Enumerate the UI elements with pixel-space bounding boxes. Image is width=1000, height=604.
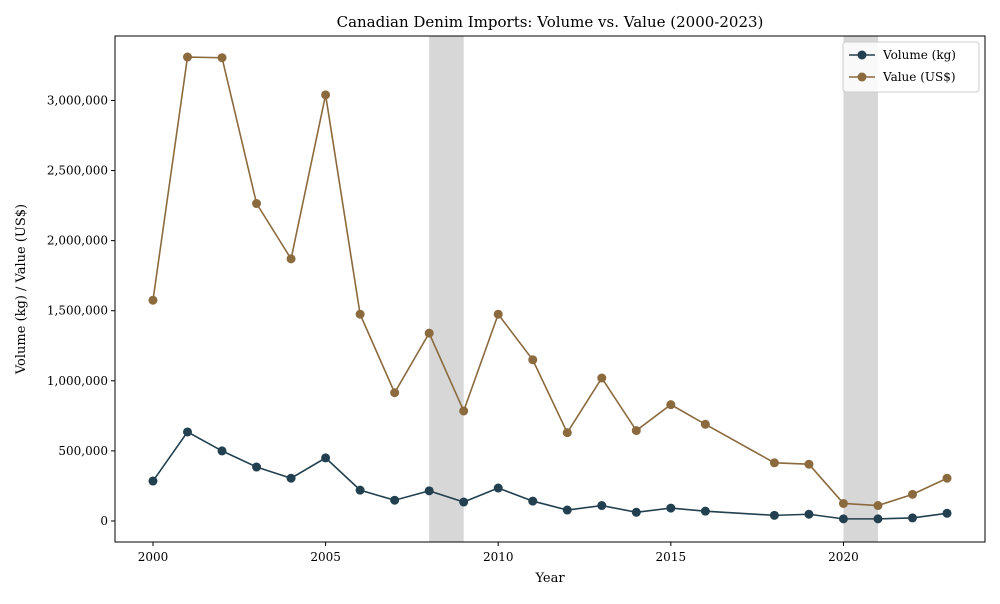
legend-box xyxy=(842,41,980,93)
data-point xyxy=(597,373,607,383)
series-line-1 xyxy=(152,56,948,507)
data-point xyxy=(700,419,710,429)
data-point xyxy=(183,52,192,62)
data-point xyxy=(666,400,676,410)
legend-label: Volume (kg) xyxy=(882,48,956,62)
data-point xyxy=(908,489,917,499)
data-point xyxy=(769,510,779,520)
data-point xyxy=(252,198,262,208)
y-tick-label: 2,000,000 xyxy=(47,234,108,248)
data-point xyxy=(355,309,365,319)
data-point xyxy=(148,476,158,486)
data-point xyxy=(252,462,262,472)
x-axis-ticks: 2000 2005 2010 2015 2020 xyxy=(138,542,859,564)
data-point xyxy=(493,483,503,493)
data-point xyxy=(217,53,227,63)
y-tick-label: 3,000,000 xyxy=(47,93,108,107)
y-tick-label: 500,000 xyxy=(58,444,108,458)
data-point xyxy=(390,495,400,505)
data-point xyxy=(631,507,641,517)
data-point xyxy=(562,505,572,515)
data-point xyxy=(424,328,434,338)
data-point xyxy=(528,496,538,506)
data-point xyxy=(942,473,952,483)
legend-marker xyxy=(857,50,867,60)
data-point xyxy=(804,459,814,469)
data-point xyxy=(873,514,883,524)
data-point xyxy=(459,497,469,507)
plot-frame xyxy=(114,35,986,543)
data-point xyxy=(217,446,227,456)
shaded-period-1 xyxy=(843,36,878,542)
data-point xyxy=(666,503,676,513)
x-tick-label: 2020 xyxy=(828,550,859,564)
y-tick-label: 0 xyxy=(100,514,108,528)
data-point xyxy=(321,453,331,463)
series-layer xyxy=(148,52,952,524)
data-point xyxy=(183,427,192,437)
data-point xyxy=(942,508,952,518)
x-tick-label: 2015 xyxy=(656,550,687,564)
y-axis-ticks: 0 500,000 1,000,000 1,500,000 2,000,000 2,500… xyxy=(47,93,115,528)
data-point xyxy=(700,506,710,516)
legend-item: Volume (kg) xyxy=(849,48,956,62)
series-1 xyxy=(148,52,952,511)
data-point xyxy=(562,428,572,438)
data-point xyxy=(838,498,848,508)
x-tick-label: 2005 xyxy=(310,550,341,564)
data-point xyxy=(769,458,779,468)
data-point xyxy=(804,509,814,519)
legend-label: Value (US$) xyxy=(882,70,956,84)
series-0 xyxy=(148,427,952,524)
data-point xyxy=(873,501,883,511)
data-point xyxy=(355,485,365,495)
shaded-period-0 xyxy=(429,36,464,542)
data-point xyxy=(597,501,607,511)
x-axis-label: Year xyxy=(534,571,565,586)
y-axis-label: Volume (kg) / Value (US$) xyxy=(14,204,29,375)
data-point xyxy=(631,426,641,436)
data-point xyxy=(459,406,469,416)
data-point xyxy=(424,486,434,496)
legend: Volume (kg) Value (US$) xyxy=(842,41,980,93)
data-point xyxy=(528,355,538,365)
data-point xyxy=(148,295,158,305)
legend-marker xyxy=(857,72,867,82)
legend-item: Value (US$) xyxy=(849,70,956,84)
series-line-0 xyxy=(152,430,948,520)
y-tick-label: 1,500,000 xyxy=(47,304,108,318)
shaded-periods xyxy=(429,36,878,542)
x-tick-label: 2010 xyxy=(483,550,514,564)
data-point xyxy=(286,473,296,483)
y-tick-label: 2,500,000 xyxy=(47,164,108,178)
data-point xyxy=(838,514,848,524)
x-tick-label: 2000 xyxy=(138,550,169,564)
data-point xyxy=(390,388,400,398)
data-point xyxy=(286,254,296,264)
chart-title: Canadian Denim Imports: Volume vs. Value… xyxy=(337,13,764,31)
data-point xyxy=(908,513,917,523)
y-tick-label: 1,000,000 xyxy=(47,374,108,388)
data-point xyxy=(321,90,331,100)
data-point xyxy=(493,309,503,319)
